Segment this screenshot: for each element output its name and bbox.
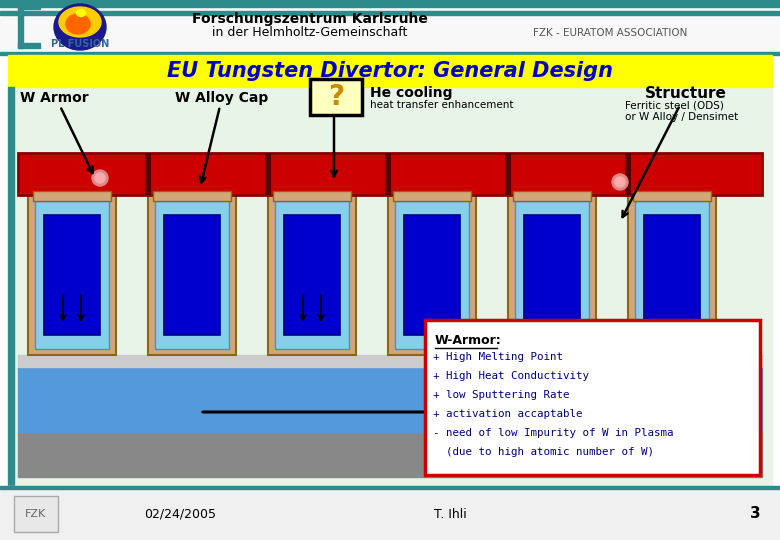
Bar (284, 215, 340, 335)
Text: W-Armor:: W-Armor: (435, 334, 502, 347)
Bar (14, 87, 772, 485)
Bar (425, 320, 760, 475)
Text: FZK - EURATOM ASSOCIATION: FZK - EURATOM ASSOCIATION (533, 28, 687, 38)
Bar (44, 215, 100, 335)
Text: EU Tungsten Divertor: General Design: EU Tungsten Divertor: General Design (167, 61, 613, 81)
Bar (0, 486, 780, 489)
Bar (0, 11, 780, 15)
Bar (164, 215, 220, 335)
Bar (395, 201, 469, 349)
Circle shape (95, 173, 105, 183)
Text: He cooling: He cooling (370, 86, 452, 100)
Bar (145, 153, 151, 195)
Bar (153, 191, 231, 201)
Bar (393, 191, 471, 201)
Text: 02/24/2005: 02/24/2005 (144, 508, 216, 521)
Bar (33, 191, 111, 201)
Circle shape (612, 174, 628, 190)
Text: W Armor: W Armor (20, 91, 89, 105)
Circle shape (92, 170, 108, 186)
Bar (18, 355, 762, 367)
Bar (14, 496, 58, 532)
Text: + activation accaptable: + activation accaptable (433, 409, 583, 419)
Text: heat transfer enhancement: heat transfer enhancement (370, 100, 513, 110)
Bar (18, 367, 762, 432)
Bar (515, 201, 589, 349)
Text: T. Ihli: T. Ihli (434, 508, 466, 521)
Text: + High Melting Point: + High Melting Point (433, 352, 563, 362)
Text: Ferritic steel (ODS): Ferritic steel (ODS) (625, 101, 724, 111)
Text: or W Alloy / Densimet: or W Alloy / Densimet (625, 112, 738, 122)
Bar (310, 79, 362, 115)
Circle shape (615, 177, 625, 187)
Bar (8, 87, 14, 485)
Bar (524, 215, 580, 335)
Bar (273, 191, 351, 201)
Bar (155, 201, 229, 349)
Text: PL FUSION: PL FUSION (51, 39, 109, 49)
Text: + High Heat Conductivity: + High Heat Conductivity (433, 371, 589, 381)
Bar (508, 195, 596, 355)
Bar (0, 0, 780, 7)
Bar (404, 215, 460, 335)
Bar (18, 432, 762, 477)
Bar (18, 4, 23, 48)
Text: + low Sputtering Rate: + low Sputtering Rate (433, 390, 569, 400)
Bar (18, 153, 762, 195)
Bar (18, 43, 40, 48)
Bar (628, 195, 716, 355)
Bar (8, 55, 772, 87)
Bar (513, 191, 591, 201)
Ellipse shape (66, 14, 90, 34)
Text: ?: ? (328, 83, 344, 111)
Bar (18, 4, 40, 9)
Bar (625, 153, 631, 195)
Ellipse shape (76, 10, 86, 17)
Bar (265, 153, 271, 195)
Text: W Alloy Cap: W Alloy Cap (175, 91, 268, 105)
Text: Structure: Structure (645, 85, 727, 100)
Text: in der Helmholtz-Gemeinschaft: in der Helmholtz-Gemeinschaft (212, 26, 408, 39)
Bar (275, 201, 349, 349)
Bar (385, 153, 391, 195)
Text: Forschungszentrum Karlsruhe: Forschungszentrum Karlsruhe (192, 12, 428, 26)
Bar (0, 486, 780, 540)
Bar (28, 195, 116, 355)
Bar (148, 195, 236, 355)
Bar (505, 153, 511, 195)
Bar (0, 52, 780, 55)
Bar (635, 201, 709, 349)
Bar (388, 195, 476, 355)
Bar (633, 191, 711, 201)
Bar (268, 195, 356, 355)
Ellipse shape (54, 4, 106, 50)
Text: - need of low Impurity of W in Plasma: - need of low Impurity of W in Plasma (433, 428, 673, 438)
Text: (due to high atomic number of W): (due to high atomic number of W) (433, 447, 654, 457)
Bar (0, 0, 780, 52)
Bar (644, 215, 700, 335)
Text: FZK: FZK (26, 509, 47, 519)
Ellipse shape (59, 7, 101, 37)
Bar (35, 201, 109, 349)
Text: 3: 3 (750, 507, 760, 522)
